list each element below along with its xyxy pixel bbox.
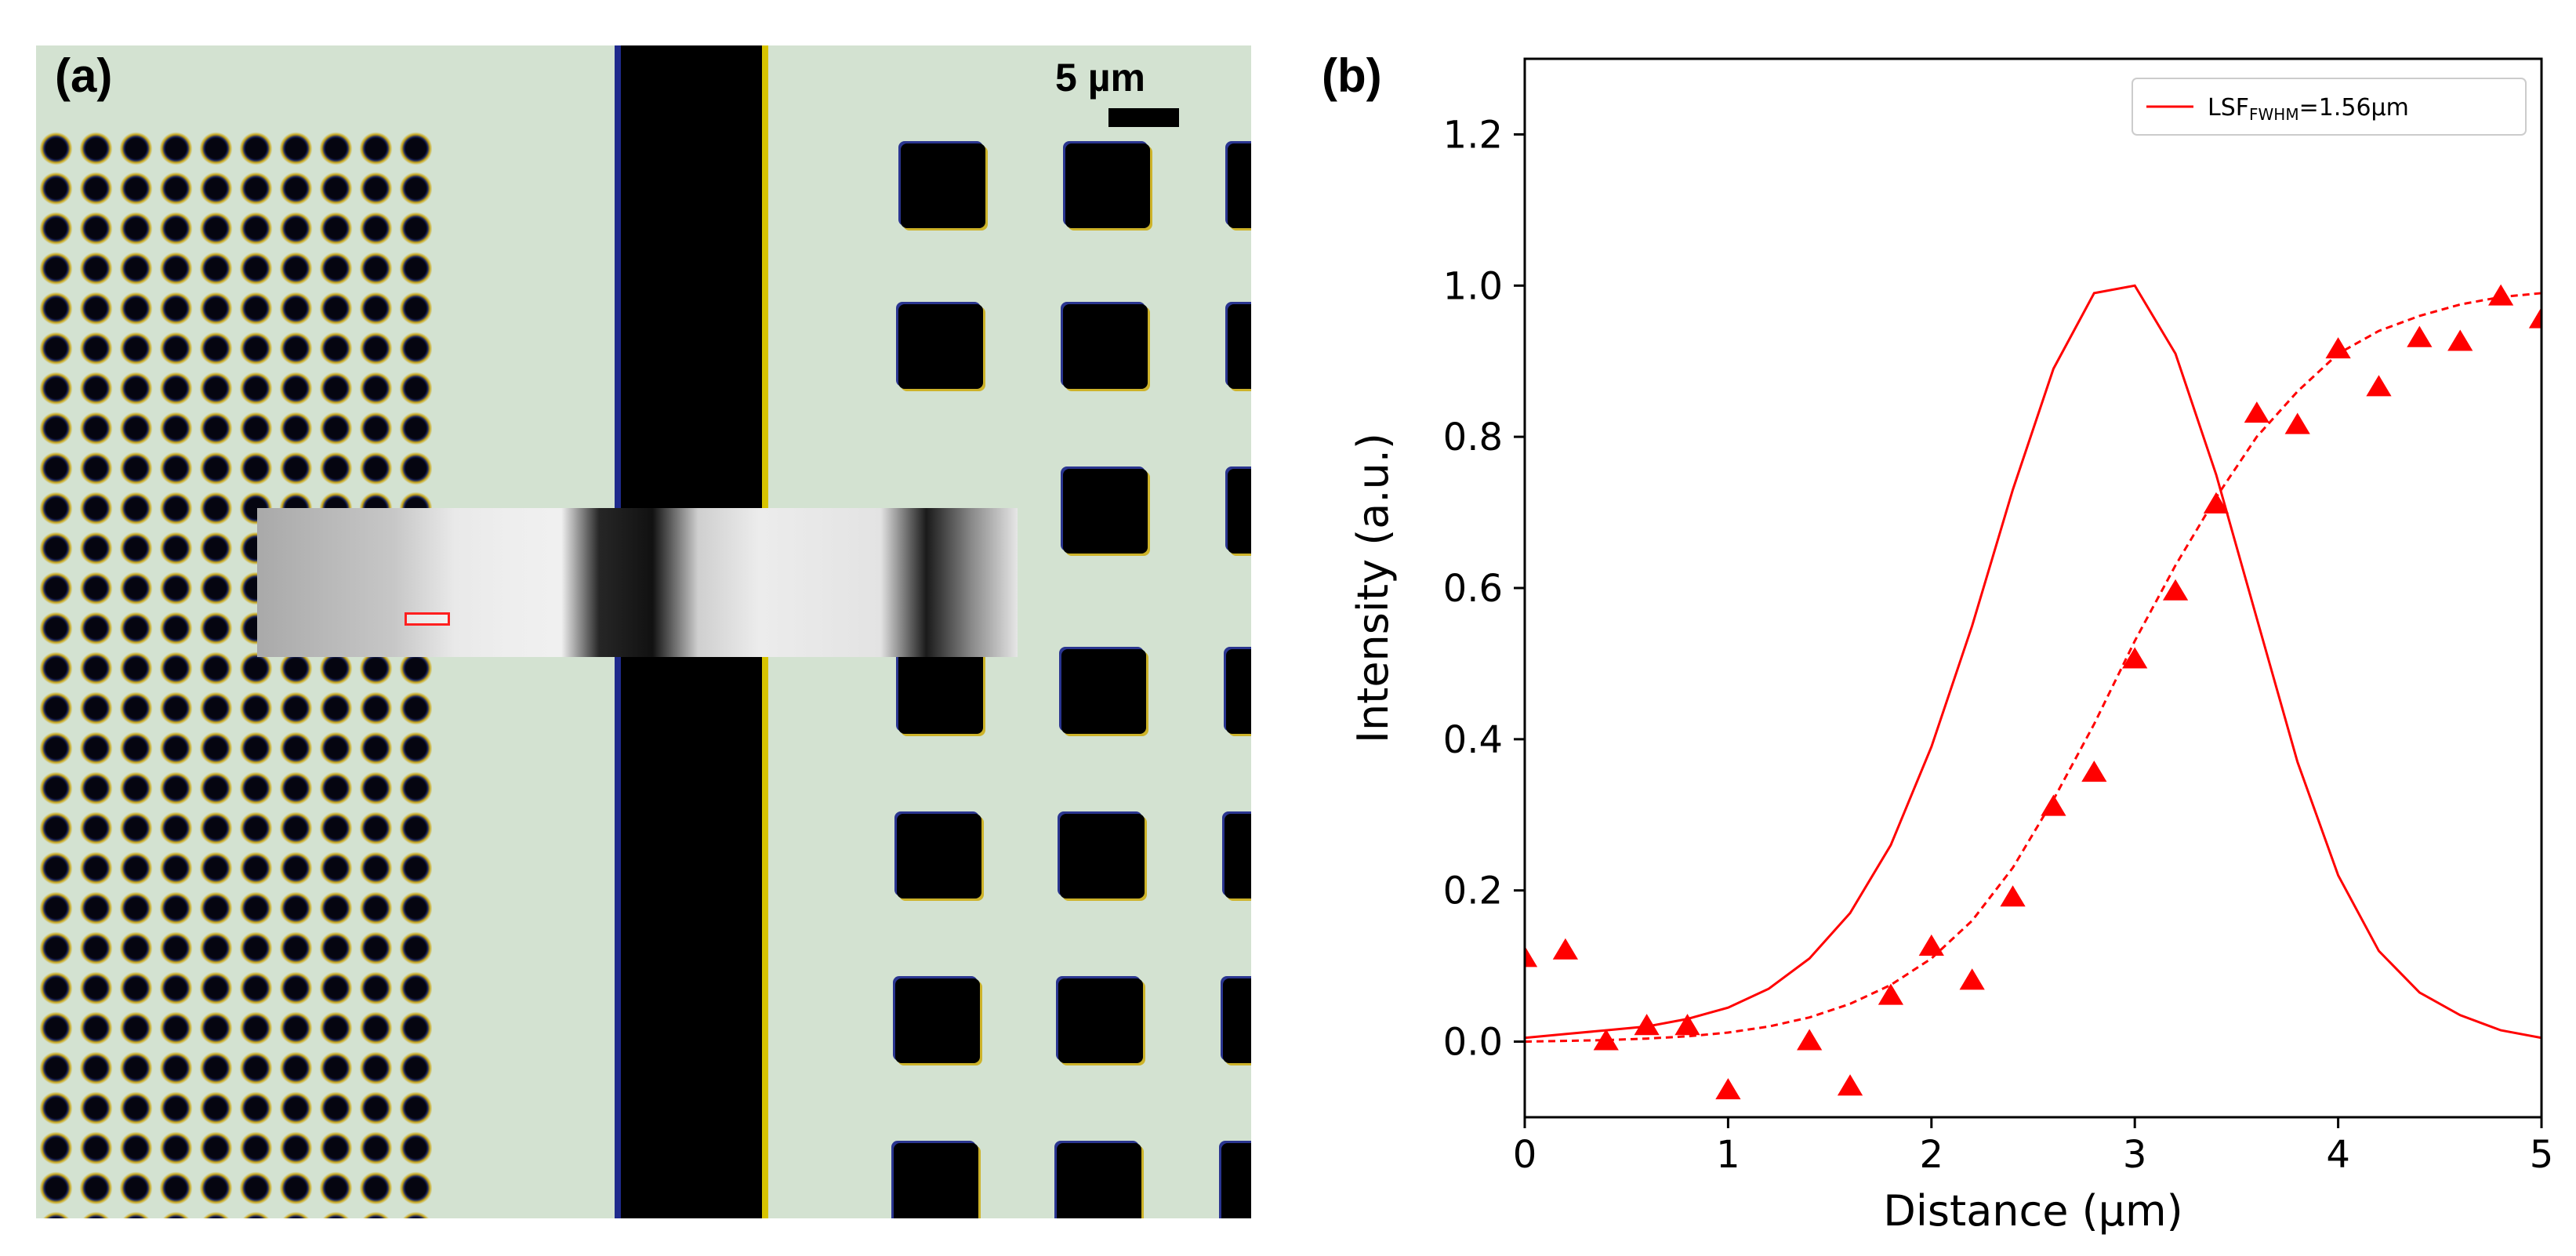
legend-label: LSFFWHM=1.56µm xyxy=(2208,94,2409,124)
plot-frame xyxy=(1523,57,2543,1119)
x-axis-label: Distance (µm) xyxy=(1883,1186,2182,1236)
x-tick-label: 4 xyxy=(2326,1133,2350,1177)
roi-marker xyxy=(405,612,450,626)
scale-bar-label: 5 µm xyxy=(1055,56,1145,100)
square-feature xyxy=(1063,469,1148,554)
square-feature xyxy=(1225,814,1251,898)
y-tick-label: 0.6 xyxy=(1443,567,1503,611)
data-point-marker xyxy=(2203,492,2230,514)
square-feature xyxy=(1065,143,1150,228)
square-feature xyxy=(1228,143,1251,228)
square-feature xyxy=(1057,1143,1141,1218)
dot-array-pattern xyxy=(36,129,432,1218)
x-tick-label: 2 xyxy=(1920,1133,1944,1177)
square-feature xyxy=(1060,814,1145,898)
x-tick-label: 0 xyxy=(1513,1133,1537,1177)
data-point-marker xyxy=(2081,760,2107,782)
square-feature xyxy=(894,1143,978,1218)
lsf-line xyxy=(1525,284,2542,1040)
data-point-marker xyxy=(2162,579,2189,601)
x-tick-label: 5 xyxy=(2530,1133,2554,1177)
square-feature xyxy=(895,978,980,1063)
data-point-marker xyxy=(2325,337,2351,359)
square-feature xyxy=(901,143,985,228)
data-point-marker xyxy=(1878,983,1904,1005)
y-axis-label: Intensity (a.u.) xyxy=(1348,433,1398,743)
square-feature xyxy=(1221,1143,1251,1218)
data-point-marker xyxy=(2041,794,2066,816)
data-point-marker xyxy=(2447,329,2473,351)
data-point-marker xyxy=(2244,401,2269,423)
data-point-marker xyxy=(1715,1078,1741,1100)
y-tick-label: 1.2 xyxy=(1443,113,1503,157)
data-point-marker xyxy=(2122,647,2148,669)
data-point-marker xyxy=(2366,375,2392,397)
esf-fit-line xyxy=(1525,292,2542,1044)
data-point-marker xyxy=(1959,968,1985,990)
square-feature xyxy=(898,649,983,734)
y-tick-label: 0.8 xyxy=(1443,416,1503,459)
square-feature xyxy=(1228,469,1251,554)
micrograph-image: 5 µm xyxy=(36,45,1251,1218)
square-feature xyxy=(898,304,983,389)
chart: 0 1 2 3 4 5 0.0 0.2 0.4 0.6 0.8 1.0 1.2 Distance (µm)… xyxy=(1348,57,2554,1236)
y-tick-label: 1.0 xyxy=(1443,264,1503,308)
data-point-marker xyxy=(2000,885,2026,907)
square-feature xyxy=(1223,978,1251,1063)
panel-b: (b) 0 1 2 3 4 5 0.0 0.2 0.4 0.6 0.8 1.0 1.2 Distance … xyxy=(1286,0,2576,1256)
panel-a: 5 µm (a) xyxy=(0,0,1254,1256)
data-point-marker xyxy=(1593,1029,1619,1051)
data-point-marker xyxy=(1837,1074,1863,1096)
square-feature xyxy=(1063,304,1148,389)
data-point-marker xyxy=(1918,934,1944,956)
square-feature xyxy=(1058,978,1143,1063)
square-feature xyxy=(1226,649,1251,734)
data-point-marker xyxy=(2488,284,2514,306)
square-feature xyxy=(897,814,981,898)
data-point-marker xyxy=(1797,1029,1823,1051)
data-point-marker xyxy=(1552,938,1578,960)
data-point-marker xyxy=(2284,412,2310,434)
panel-a-label: (a) xyxy=(55,49,113,102)
y-tick-label: 0.4 xyxy=(1443,718,1503,762)
data-point-marker xyxy=(1674,1014,1700,1036)
x-tick-label: 3 xyxy=(2123,1133,2147,1177)
scale-bar xyxy=(1108,108,1179,127)
square-feature xyxy=(1228,304,1251,389)
data-point-marker xyxy=(2407,325,2433,347)
y-tick-label: 0.2 xyxy=(1443,869,1503,913)
panel-b-label: (b) xyxy=(1322,49,1382,102)
x-tick-label: 1 xyxy=(1716,1133,1740,1177)
y-tick-label: 0.0 xyxy=(1443,1021,1503,1065)
legend-box xyxy=(2132,78,2527,136)
data-point-marker xyxy=(1634,1014,1660,1036)
grayscale-overlay-strip xyxy=(257,508,1018,657)
square-feature xyxy=(1061,649,1146,734)
